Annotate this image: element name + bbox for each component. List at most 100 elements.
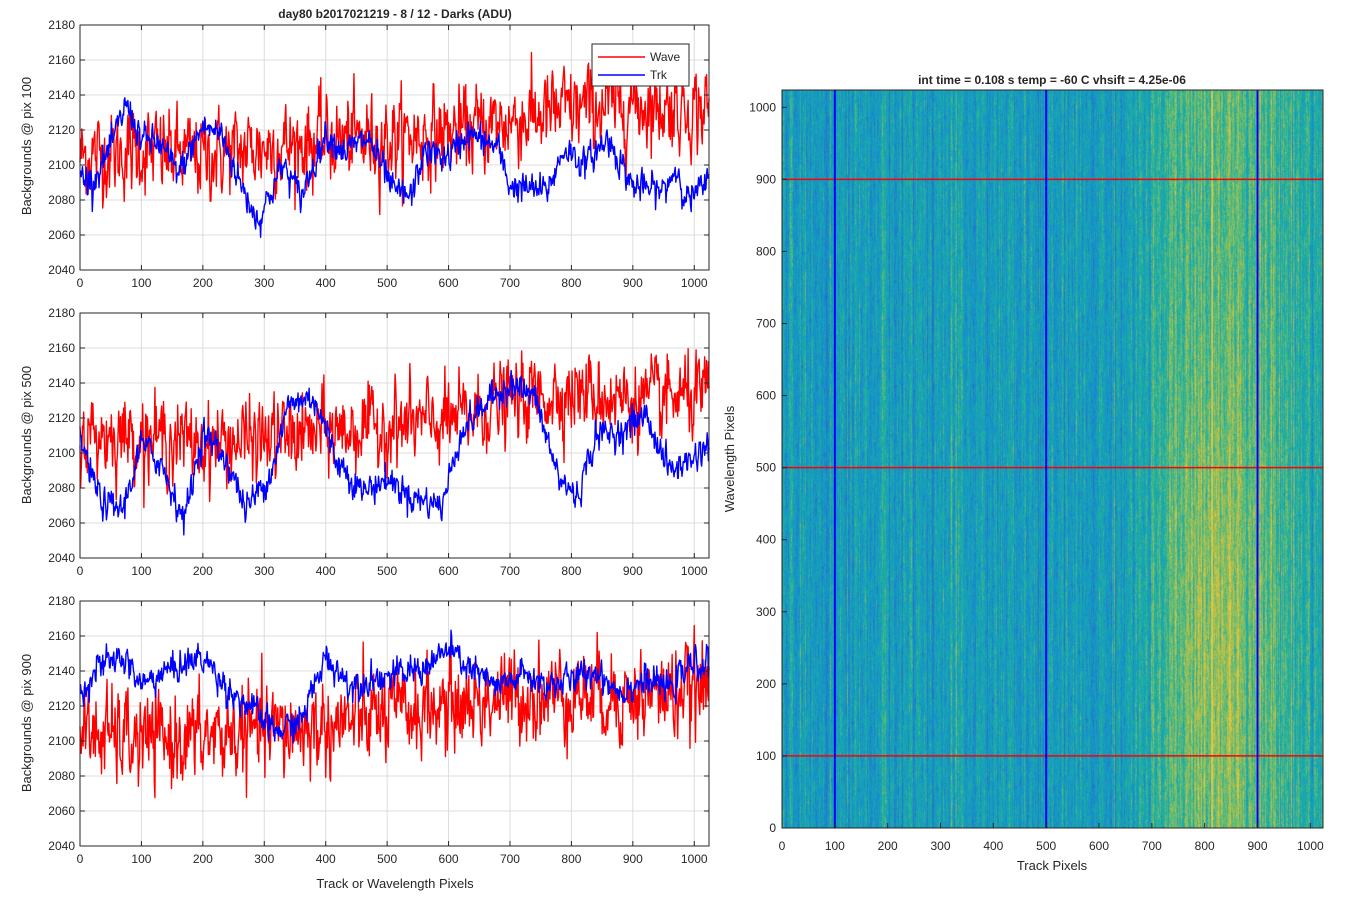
y-tick-label: 2040 bbox=[48, 551, 75, 565]
x-tick-label: 100 bbox=[131, 276, 151, 290]
x-tick-label: 900 bbox=[623, 564, 643, 578]
x-axis-label: Track or Wavelength Pixels bbox=[316, 876, 474, 891]
image-y-tick-label: 500 bbox=[756, 461, 776, 475]
image-x-tick-label: 400 bbox=[983, 839, 1003, 853]
x-tick-label: 800 bbox=[561, 852, 581, 866]
y-tick-label: 2060 bbox=[48, 516, 75, 530]
image-x-tick-label: 100 bbox=[825, 839, 845, 853]
y-tick-label: 2080 bbox=[48, 769, 75, 783]
x-tick-label: 400 bbox=[316, 564, 336, 578]
image-y-tick-label: 600 bbox=[756, 389, 776, 403]
x-tick-label: 100 bbox=[131, 852, 151, 866]
image-x-tick-label: 300 bbox=[930, 839, 950, 853]
y-tick-label: 2060 bbox=[48, 804, 75, 818]
x-tick-label: 1000 bbox=[681, 852, 708, 866]
x-tick-label: 200 bbox=[193, 564, 213, 578]
x-tick-label: 500 bbox=[377, 564, 397, 578]
series-line-trk bbox=[79, 629, 710, 744]
image-title: int time = 0.108 s temp = -60 C vhsift =… bbox=[918, 73, 1186, 87]
image-heatmap bbox=[782, 90, 1323, 828]
x-tick-label: 300 bbox=[254, 852, 274, 866]
y-tick-label: 2160 bbox=[48, 53, 75, 67]
x-tick-label: 500 bbox=[377, 276, 397, 290]
y-tick-label: 2180 bbox=[48, 18, 75, 32]
axes-box bbox=[79, 24, 710, 271]
image-x-tick-label: 600 bbox=[1089, 839, 1109, 853]
ylabel-pix-500: Backgrounds @ pix 500 bbox=[19, 366, 34, 504]
y-tick-label: 2060 bbox=[48, 228, 75, 242]
x-tick-label: 900 bbox=[623, 276, 643, 290]
x-tick-label: 300 bbox=[254, 276, 274, 290]
y-tick-label: 2100 bbox=[48, 734, 75, 748]
image-y-tick-label: 700 bbox=[756, 317, 776, 331]
legend: Wave Trk bbox=[591, 43, 690, 87]
image-x-tick-label: 200 bbox=[878, 839, 898, 853]
y-tick-label: 2120 bbox=[48, 411, 75, 425]
x-tick-label: 700 bbox=[500, 564, 520, 578]
series-line-trk bbox=[79, 97, 710, 238]
legend-box bbox=[591, 43, 690, 87]
x-tick-label: 800 bbox=[561, 276, 581, 290]
y-tick-label: 2140 bbox=[48, 376, 75, 390]
y-tick-label: 2180 bbox=[48, 594, 75, 608]
line-plot-pix-900: Backgrounds @ pix 900 Track or Wavelengt… bbox=[19, 594, 710, 891]
image-ylabel: Wavelength Pixels bbox=[722, 405, 737, 512]
y-tick-label: 2120 bbox=[48, 123, 75, 137]
image-x-tick-label: 700 bbox=[1142, 839, 1162, 853]
y-tick-label: 2080 bbox=[48, 193, 75, 207]
y-tick-label: 2040 bbox=[48, 263, 75, 277]
image-xlabel: Track Pixels bbox=[1017, 858, 1088, 873]
x-tick-label: 700 bbox=[500, 276, 520, 290]
x-tick-label: 400 bbox=[316, 852, 336, 866]
legend-label-wave: Wave bbox=[650, 50, 681, 64]
y-tick-label: 2140 bbox=[48, 88, 75, 102]
y-tick-label: 2140 bbox=[48, 664, 75, 678]
image-y-tick-label: 900 bbox=[756, 172, 776, 186]
y-tick-label: 2100 bbox=[48, 158, 75, 172]
x-tick-label: 500 bbox=[377, 852, 397, 866]
image-marker-lines bbox=[782, 90, 1323, 828]
image-x-tick-label: 900 bbox=[1247, 839, 1267, 853]
x-tick-label: 400 bbox=[316, 276, 336, 290]
ylabel-pix-100: Backgrounds @ pix 100 bbox=[19, 77, 34, 215]
image-axes-box bbox=[781, 89, 1324, 829]
image-y-tick-label: 100 bbox=[756, 749, 776, 763]
y-tick-label: 2160 bbox=[48, 341, 75, 355]
x-tick-label: 0 bbox=[77, 276, 84, 290]
image-y-tick-label: 200 bbox=[756, 677, 776, 691]
legend-label-trk: Trk bbox=[650, 68, 668, 82]
figure-title: day80 b2017021219 - 8 / 12 - Darks (ADU) bbox=[278, 7, 511, 21]
x-tick-label: 800 bbox=[561, 564, 581, 578]
x-tick-label: 200 bbox=[193, 276, 213, 290]
x-tick-label: 600 bbox=[439, 276, 459, 290]
image-x-tick-label: 1000 bbox=[1297, 839, 1324, 853]
y-tick-label: 2040 bbox=[48, 839, 75, 853]
x-tick-label: 600 bbox=[439, 564, 459, 578]
y-tick-label: 2100 bbox=[48, 446, 75, 460]
detector-image-panel: int time = 0.108 s temp = -60 C vhsift =… bbox=[722, 73, 1324, 873]
line-plot-pix-500: Backgrounds @ pix 500 0 100 200 300 400 500 60… bbox=[19, 306, 710, 578]
image-y-tick-label: 0 bbox=[769, 821, 776, 835]
ylabel-pix-900: Backgrounds @ pix 900 bbox=[19, 654, 34, 792]
x-tick-label: 900 bbox=[623, 852, 643, 866]
image-heatmap-container bbox=[782, 90, 1323, 828]
axes-box bbox=[79, 600, 710, 847]
x-tick-label: 600 bbox=[439, 852, 459, 866]
series-line-wave bbox=[79, 624, 710, 799]
image-axes: 0 100 200 300 400 500 600 700 800 900 1000 0 100 200 3… bbox=[749, 89, 1324, 853]
series-line-wave bbox=[79, 51, 710, 216]
x-tick-label: 0 bbox=[77, 852, 84, 866]
y-tick-label: 2120 bbox=[48, 699, 75, 713]
image-x-tick-label: 500 bbox=[1036, 839, 1056, 853]
image-y-tick-label: 800 bbox=[756, 244, 776, 258]
x-tick-label: 200 bbox=[193, 852, 213, 866]
series-line-trk bbox=[79, 369, 710, 536]
series-line-wave bbox=[79, 347, 710, 509]
image-y-tick-label: 300 bbox=[756, 605, 776, 619]
axes-box bbox=[79, 312, 710, 559]
x-tick-label: 1000 bbox=[681, 564, 708, 578]
x-tick-label: 100 bbox=[131, 564, 151, 578]
image-x-tick-label: 800 bbox=[1195, 839, 1215, 853]
y-tick-label: 2160 bbox=[48, 629, 75, 643]
